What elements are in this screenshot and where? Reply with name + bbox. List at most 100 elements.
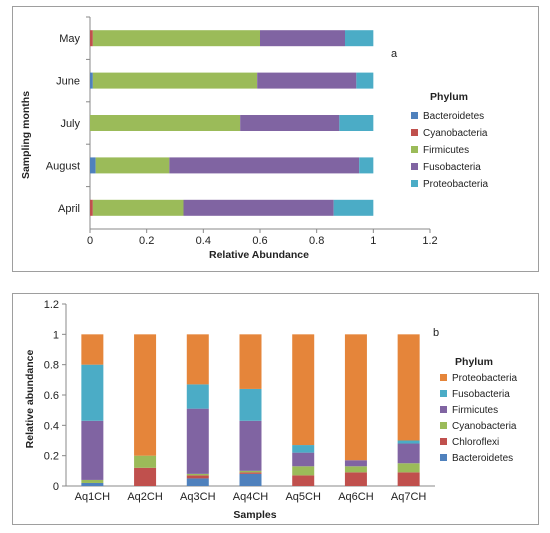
bar-segment-proteobacteria-aq7ch (397, 334, 420, 441)
legend-swatch-proteobacteria (440, 374, 447, 381)
bar-segment-proteobacteria-aq3ch (186, 334, 209, 385)
y-tick-label-b: 1 (53, 329, 59, 341)
x-tick-label-b: Aq7CH (391, 491, 427, 503)
bar-segment-chloroflexi-aq2ch (134, 467, 157, 486)
bar-segment-chloroflexi-aq4ch (239, 472, 262, 474)
bar-segment-fusobacteria-april (183, 199, 334, 216)
chart-a-svg: a Sampling months Relative Abundance Phy… (20, 16, 488, 261)
bar-segment-bacteroidetes-aq1ch (81, 482, 104, 486)
legend-swatch-firmicutes (411, 146, 418, 153)
x-tick-label-a: 0.2 (139, 235, 154, 247)
x-tick-label-b: Aq4CH (233, 491, 269, 503)
bar-segment-chloroflexi-aq5ch (292, 475, 315, 486)
bar-segment-proteobacteria-aq5ch (292, 334, 315, 446)
bar-segment-cyanobacteria-april (90, 199, 93, 216)
bar-segment-chloroflexi-aq7ch (397, 472, 420, 486)
legend-label-cyanobacteria: Cyanobacteria (452, 421, 517, 432)
bar-segment-cyanobacteria-aq5ch (292, 466, 315, 476)
bar-segment-proteobacteria-aq2ch (134, 334, 157, 456)
x-tick-label-b: Aq5CH (285, 491, 321, 503)
legend-label-cyanobacteria: Cyanobacteria (423, 128, 488, 139)
legend-label-fusobacteria: Fusobacteria (423, 162, 481, 173)
bar-segment-proteobacteria-aq4ch (239, 334, 262, 389)
y-tick-label-b: 0.8 (44, 360, 59, 372)
bar-segment-fusobacteria-aq7ch (397, 440, 420, 444)
bar-segment-firmicutes-aq1ch (81, 420, 104, 480)
y-tick-label-a: July (60, 118, 80, 130)
x-tick-label-b: Aq3CH (180, 491, 216, 503)
legend-swatch-chloroflexi (440, 438, 447, 445)
y-tick-label-b: 0.4 (44, 420, 59, 432)
bar-segment-proteobacteria-aq1ch (81, 334, 104, 365)
bar-segment-firmicutes-aq6ch (344, 460, 367, 467)
bar-segment-cyanobacteria-aq2ch (134, 455, 157, 468)
chart-panel-a: a Sampling months Relative Abundance Phy… (12, 6, 539, 272)
y-tick-label-b: 0.6 (44, 390, 59, 402)
bar-segment-cyanobacteria-aq4ch (239, 470, 262, 473)
bar-segment-bacteroidetes-august (90, 157, 96, 174)
y-tick-label-a: May (59, 33, 80, 45)
bar-segment-firmicutes-aq4ch (239, 420, 262, 471)
x-tick-label-b: Aq1CH (75, 491, 111, 503)
legend-swatch-bacteroidetes (440, 454, 447, 461)
legend-label-fusobacteria: Fusobacteria (452, 389, 510, 400)
bar-segment-fusobacteria-aq3ch (186, 384, 209, 409)
x-tick-label-a: 1.2 (422, 235, 437, 247)
bar-segment-cyanobacteria-may (90, 30, 93, 47)
legend-label-proteobacteria: Proteobacteria (423, 179, 488, 190)
x-tick-label-b: Aq2CH (127, 491, 163, 503)
y-axis-title-b: Relative abundance (24, 350, 36, 449)
bar-segment-proteobacteria-aq6ch (344, 334, 367, 461)
bar-segment-fusobacteria-aq5ch (292, 445, 315, 453)
x-tick-label-a: 0.6 (252, 235, 267, 247)
bar-segment-firmicutes-june (92, 72, 258, 89)
x-tick-label-b: Aq6CH (338, 491, 374, 503)
y-tick-label-a: April (58, 203, 80, 215)
legend-label-bacteroidetes: Bacteroidetes (423, 111, 484, 122)
bar-segment-firmicutes-july (90, 115, 241, 131)
bar-segment-proteobacteria-april (333, 199, 374, 216)
legend-swatch-firmicutes (440, 406, 447, 413)
x-tick-label-a: 0.4 (196, 235, 211, 247)
x-axis-title-a: Relative Abundance (209, 249, 309, 261)
y-tick-label-a: June (56, 76, 80, 88)
bar-segment-bacteroidetes-aq4ch (239, 473, 262, 486)
legend-label-firmicutes: Firmicutes (452, 405, 498, 416)
bar-segment-firmicutes-aq5ch (292, 452, 315, 467)
chart-panel-b: b Relative abundance Samples Phylum 0 0.2… (12, 293, 539, 525)
legend-swatch-fusobacteria (411, 163, 418, 170)
y-tick-label-a: August (46, 160, 80, 172)
y-tick-label-b: 1.2 (44, 299, 59, 311)
bar-segment-proteobacteria-july (339, 115, 374, 131)
bar-segment-fusobacteria-july (240, 115, 340, 131)
legend-label-proteobacteria: Proteobacteria (452, 373, 517, 384)
x-tick-label-a: 1 (370, 235, 376, 247)
bar-segment-fusobacteria-june (257, 72, 357, 89)
legend-swatch-cyanobacteria (411, 129, 418, 136)
y-axis-title-a: Sampling months (20, 91, 32, 179)
bar-segment-fusobacteria-aq4ch (239, 388, 262, 421)
legend-label-bacteroidetes: Bacteroidetes (452, 453, 513, 464)
panel-label-a: a (391, 48, 398, 60)
legend-swatch-fusobacteria (440, 390, 447, 397)
bar-segment-proteobacteria-august (359, 157, 374, 174)
bar-segment-fusobacteria-may (260, 30, 345, 47)
bar-segment-fusobacteria-august (169, 157, 360, 174)
bar-segment-cyanobacteria-aq6ch (344, 466, 367, 473)
bar-segment-bacteroidetes-june (90, 72, 93, 89)
bar-segment-cyanobacteria-aq7ch (397, 463, 420, 473)
legend-title-a: Phylum (430, 91, 468, 103)
bar-segment-cyanobacteria-aq1ch (81, 479, 104, 483)
bar-segment-firmicutes-aq3ch (186, 408, 209, 474)
bar-segment-firmicutes-may (92, 30, 260, 47)
y-tick-label-b: 0.2 (44, 451, 59, 463)
y-tick-label-b: 0 (53, 481, 59, 493)
bar-segment-fusobacteria-aq1ch (81, 364, 104, 421)
bar-segment-firmicutes-aq7ch (397, 443, 420, 464)
bar-segment-firmicutes-april (92, 199, 184, 216)
legend-swatch-cyanobacteria (440, 422, 447, 429)
bar-segment-cyanobacteria-aq3ch (186, 473, 209, 476)
chart-b-svg: b Relative abundance Samples Phylum 0 0.2… (24, 299, 517, 521)
legend-swatch-proteobacteria (411, 180, 418, 187)
bar-segment-proteobacteria-may (345, 30, 374, 47)
